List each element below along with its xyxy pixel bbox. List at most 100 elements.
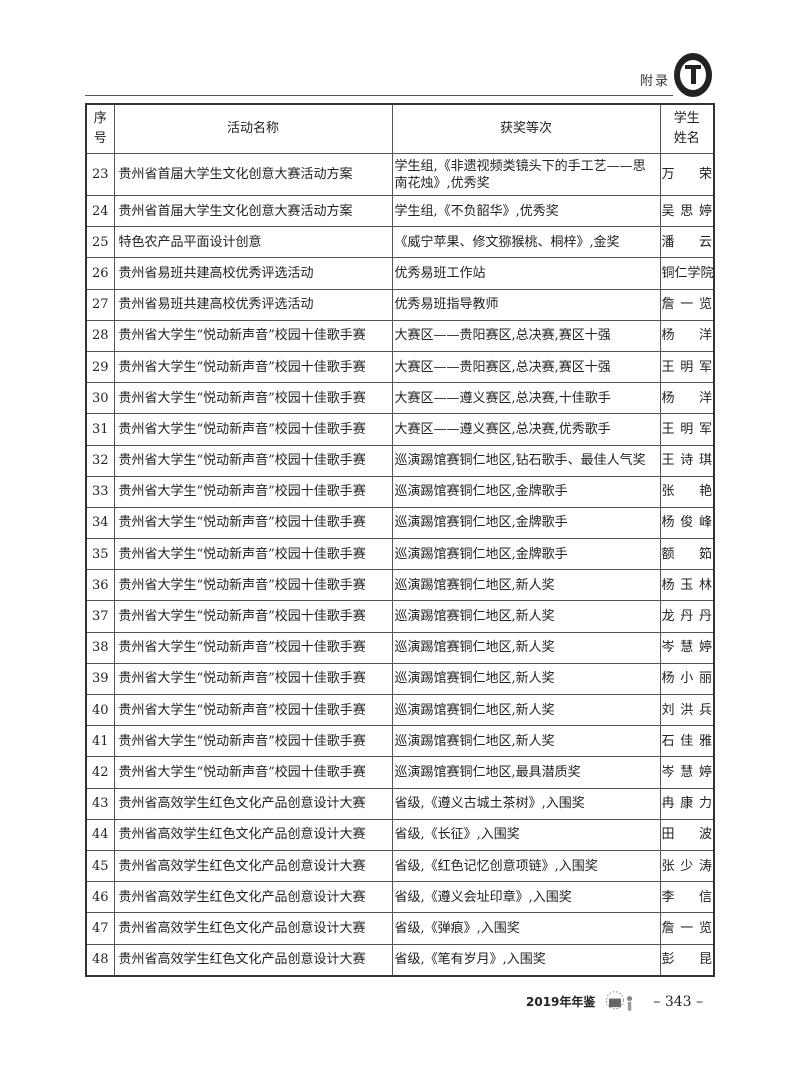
table-row: 23 贵州省首届大学生文化创意大赛活动方案 学生组,《非遗视频类镜头下的手工艺——思… — [85, 153, 715, 196]
cell-student: 杨玉林 — [659, 569, 715, 602]
cell-activity: 贵州省高效学生红色文化产品创意设计大赛 — [113, 849, 393, 883]
col-header-student: 学生姓名 — [659, 103, 715, 154]
cell-activity: 贵州省大学生“悦动新声音”校园十佳歌手赛 — [113, 350, 393, 384]
header-rule — [85, 95, 673, 96]
cell-activity: 特色农产品平面设计创意 — [113, 226, 393, 259]
cell-award: 省级,《遵义会址印章》,入围奖 — [391, 881, 661, 914]
cell-activity: 贵州省大学生“悦动新声音”校园十佳歌手赛 — [113, 662, 393, 696]
cell-award: 大赛区——遵义赛区,总决赛,十佳歌手 — [391, 382, 661, 415]
cell-number: 32 — [85, 444, 115, 477]
cell-number: 45 — [85, 849, 115, 883]
cell-number: 38 — [85, 631, 115, 664]
cell-number: 31 — [85, 413, 115, 446]
cell-number: 29 — [85, 350, 115, 384]
cell-award: 《威宁苹果、修文猕猴桃、桐梓》,金奖 — [391, 226, 661, 259]
cell-activity: 贵州省大学生“悦动新声音”校园十佳歌手赛 — [113, 693, 393, 727]
cell-number: 41 — [85, 725, 115, 758]
cell-number: 26 — [85, 257, 115, 290]
cell-student: 岑慧婷 — [659, 631, 715, 664]
cell-student: 铜仁学院 — [659, 257, 715, 290]
cell-award: 学生组,《非遗视频类镜头下的手工艺——思南花烛》,优秀奖 — [391, 153, 661, 196]
cell-student: 潘云 — [659, 226, 715, 259]
table-row: 46 贵州省高效学生红色文化产品创意设计大赛 省级,《遵义会址印章》,入围奖 李信 — [85, 881, 715, 914]
cell-award: 省级,《笔有岁月》,入围奖 — [391, 943, 661, 976]
cell-activity: 贵州省大学生“悦动新声音”校园十佳歌手赛 — [113, 725, 393, 758]
cell-activity: 贵州省大学生“悦动新声音”校园十佳歌手赛 — [113, 475, 393, 508]
cell-activity: 贵州省大学生“悦动新声音”校园十佳歌手赛 — [113, 413, 393, 446]
cell-student: 额筎 — [659, 538, 715, 571]
table-row: 31 贵州省大学生“悦动新声音”校园十佳歌手赛 大赛区——遵义赛区,总决赛,优秀歌手… — [85, 413, 715, 446]
table-row: 48 贵州省高效学生红色文化产品创意设计大赛 省级,《笔有岁月》,入围奖 彭昆 — [85, 943, 715, 976]
cell-award: 巡演踢馆赛铜仁地区,金牌歌手 — [391, 475, 661, 508]
cell-activity: 贵州省大学生“悦动新声音”校园十佳歌手赛 — [113, 756, 393, 789]
col-header-award: 获奖等次 — [391, 103, 661, 154]
cell-student: 彭昆 — [659, 943, 715, 976]
cell-number: 24 — [85, 194, 115, 228]
cell-student: 杨洋 — [659, 382, 715, 415]
cell-number: 46 — [85, 881, 115, 914]
cell-number: 35 — [85, 538, 115, 571]
cell-number: 40 — [85, 693, 115, 727]
cell-activity: 贵州省高效学生红色文化产品创意设计大赛 — [113, 912, 393, 945]
cell-number: 39 — [85, 662, 115, 696]
table-header-row: 序号 活动名称 获奖等次 学生姓名 — [85, 103, 715, 154]
cell-award: 巡演踢馆赛铜仁地区,新人奖 — [391, 600, 661, 633]
page-number: – 343 – — [653, 994, 704, 1010]
table-row: 41 贵州省大学生“悦动新声音”校园十佳歌手赛 巡演踢馆赛铜仁地区,新人奖 石佳雅 — [85, 725, 715, 758]
table-row: 38 贵州省大学生“悦动新声音”校园十佳歌手赛 巡演踢馆赛铜仁地区,新人奖 岑慧婷 — [85, 631, 715, 664]
cell-student: 冉康力 — [659, 787, 715, 820]
table-row: 24 贵州省首届大学生文化创意大赛活动方案 学生组,《不负韶华》,优秀奖 吴思婷 — [85, 194, 715, 228]
cell-award: 大赛区——贵阳赛区,总决赛,赛区十强 — [391, 350, 661, 384]
table-row: 32 贵州省大学生“悦动新声音”校园十佳歌手赛 巡演踢馆赛铜仁地区,钻石歌手、最佳人… — [85, 444, 715, 477]
cell-activity: 贵州省大学生“悦动新声音”校园十佳歌手赛 — [113, 538, 393, 571]
cell-award: 巡演踢馆赛铜仁地区,金牌歌手 — [391, 506, 661, 540]
cell-student: 石佳雅 — [659, 725, 715, 758]
cell-award: 巡演踢馆赛铜仁地区,最具潜质奖 — [391, 756, 661, 789]
cell-activity: 贵州省首届大学生文化创意大赛活动方案 — [113, 153, 393, 196]
cell-award: 巡演踢馆赛铜仁地区,新人奖 — [391, 662, 661, 696]
awards-table: 序号 活动名称 获奖等次 学生姓名 23 贵州省首届大学生文化创意大赛活动方案 学生… — [85, 103, 715, 977]
table-row: 42 贵州省大学生“悦动新声音”校园十佳歌手赛 巡演踢馆赛铜仁地区,最具潜质奖 岑慧婷 — [85, 756, 715, 789]
cell-award: 巡演踢馆赛铜仁地区,新人奖 — [391, 693, 661, 727]
cell-activity: 贵州省大学生“悦动新声音”校园十佳歌手赛 — [113, 382, 393, 415]
col-header-number: 序号 — [85, 103, 115, 154]
cell-student: 张艳 — [659, 475, 715, 508]
page-footer: 2019年年鉴 – 343 – — [526, 990, 703, 1014]
cell-number: 37 — [85, 600, 115, 633]
table-row: 35 贵州省大学生“悦动新声音”校园十佳歌手赛 巡演踢馆赛铜仁地区,金牌歌手 额筎 — [85, 538, 715, 571]
cell-activity: 贵州省高效学生红色文化产品创意设计大赛 — [113, 881, 393, 914]
cell-number: 44 — [85, 818, 115, 851]
cell-number: 42 — [85, 756, 115, 789]
table-row: 37 贵州省大学生“悦动新声音”校园十佳歌手赛 巡演踢馆赛铜仁地区,新人奖 龙丹丹 — [85, 600, 715, 633]
yearbook-title: 2019年年鉴 — [526, 995, 596, 1009]
table-row: 47 贵州省高效学生红色文化产品创意设计大赛 省级,《弹痕》,入围奖 詹一览 — [85, 912, 715, 945]
cell-award: 大赛区——贵阳赛区,总决赛,赛区十强 — [391, 319, 661, 352]
cell-number: 28 — [85, 319, 115, 352]
cell-activity: 贵州省高效学生红色文化产品创意设计大赛 — [113, 818, 393, 851]
table-row: 26 贵州省易班共建高校优秀评选活动 优秀易班工作站 铜仁学院 — [85, 257, 715, 290]
cell-student: 龙丹丹 — [659, 600, 715, 633]
cell-award: 巡演踢馆赛铜仁地区,金牌歌手 — [391, 538, 661, 571]
cell-student: 王诗琪 — [659, 444, 715, 477]
cell-award: 大赛区——遵义赛区,总决赛,优秀歌手 — [391, 413, 661, 446]
cell-number: 27 — [85, 288, 115, 321]
cell-activity: 贵州省大学生“悦动新声音”校园十佳歌手赛 — [113, 600, 393, 633]
cell-activity: 贵州省大学生“悦动新声音”校园十佳歌手赛 — [113, 631, 393, 664]
table-row: 36 贵州省大学生“悦动新声音”校园十佳歌手赛 巡演踢馆赛铜仁地区,新人奖 杨玉林 — [85, 569, 715, 602]
cell-activity: 贵州省易班共建高校优秀评选活动 — [113, 288, 393, 321]
cell-activity: 贵州省大学生“悦动新声音”校园十佳歌手赛 — [113, 569, 393, 602]
section-label: 附录 — [640, 74, 671, 89]
cell-student: 王明军 — [659, 350, 715, 384]
cell-number: 36 — [85, 569, 115, 602]
cell-award: 巡演踢馆赛铜仁地区,新人奖 — [391, 631, 661, 664]
cell-student: 詹一览 — [659, 912, 715, 945]
cell-number: 23 — [85, 153, 115, 196]
table-row: 27 贵州省易班共建高校优秀评选活动 优秀易班指导教师 詹一览 — [85, 288, 715, 321]
cell-student: 李信 — [659, 881, 715, 914]
cell-student: 詹一览 — [659, 288, 715, 321]
table-row: 45 贵州省高效学生红色文化产品创意设计大赛 省级,《红色记忆创意项链》,入围奖 张少… — [85, 849, 715, 883]
cell-student: 杨俊峰 — [659, 506, 715, 540]
cell-award: 学生组,《不负韶华》,优秀奖 — [391, 194, 661, 228]
table-row: 44 贵州省高效学生红色文化产品创意设计大赛 省级,《长征》,入围奖 田波 — [85, 818, 715, 851]
cell-number: 48 — [85, 943, 115, 976]
